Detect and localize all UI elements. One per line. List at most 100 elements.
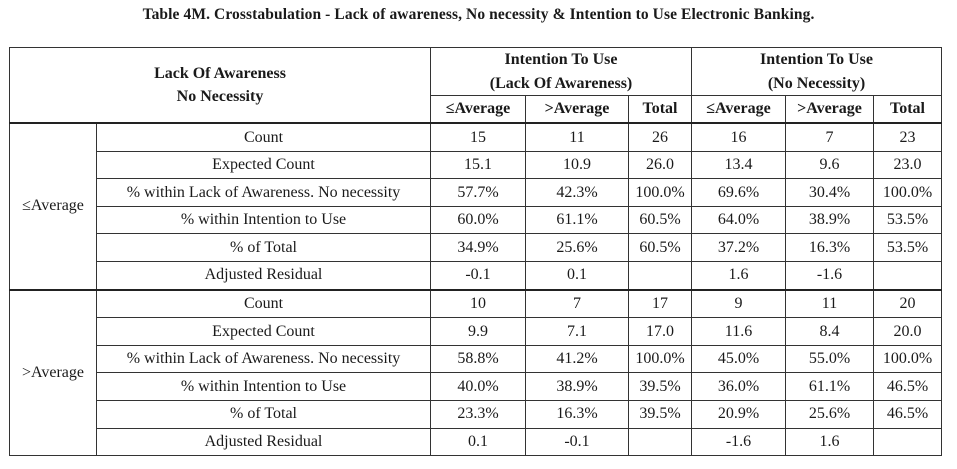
table-row: % of Total 23.3% 16.3% 39.5% 20.9% 25.6% 46.5%	[10, 399, 942, 429]
table-row: Adjusted Residual -0.1 0.1 1.6 -1.6	[10, 260, 942, 291]
row-label: Expected Count	[96, 150, 431, 180]
subcolumn-header: >Average	[785, 95, 874, 124]
column-group-line2: (No Necessity)	[767, 74, 866, 92]
corner-header: Lack Of Awareness No Necessity	[9, 47, 431, 124]
table-cell: 100.0%	[873, 178, 942, 207]
table-cell: 26	[628, 121, 692, 152]
table-cell: 11	[785, 288, 874, 319]
table-cell: 42.3%	[525, 178, 629, 207]
table-cell: 37.2%	[691, 233, 786, 262]
table-row: % of Total 34.9% 25.6% 60.5% 37.2% 16.3% 53.5%	[10, 233, 942, 262]
table-cell: 17	[628, 288, 692, 319]
row-group-label: ≤Average	[9, 122, 97, 291]
table-cell: 64.0%	[691, 205, 786, 235]
table-cell: 40.0%	[430, 372, 526, 401]
table-cell: 55.0%	[785, 344, 874, 374]
table-cell: 7	[525, 288, 629, 319]
table-row: Expected Count 15.1 10.9 26.0 13.4 9.6 23.0	[10, 150, 942, 180]
table-cell: 7.1	[525, 317, 629, 346]
table-cell: 10	[430, 288, 526, 319]
table-cell: 17.0	[628, 317, 692, 346]
table-cell: -0.1	[525, 427, 629, 457]
table-row: % within Intention to Use 40.0% 38.9% 39.5%…	[10, 372, 942, 401]
table-cell: 100.0%	[628, 178, 692, 207]
table-cell: 9.9	[430, 317, 526, 346]
table-cell: 60.5%	[628, 233, 692, 262]
table-cell: 1.6	[691, 260, 786, 291]
row-label: % within Lack of Awareness. No necessity	[96, 344, 431, 374]
table-cell: 60.5%	[628, 205, 692, 235]
table-cell: 30.4%	[785, 178, 874, 207]
subcolumn-header: Total	[873, 95, 942, 124]
table-cell: 16.3%	[785, 233, 874, 262]
table-cell: 36.0%	[691, 372, 786, 401]
table-cell: 13.4	[691, 150, 786, 180]
table-cell: 8.4	[785, 317, 874, 346]
row-group-label: >Average	[9, 288, 97, 457]
subcolumn-header: ≤Average	[691, 95, 786, 124]
table-cell: 100.0%	[628, 344, 692, 374]
row-label: % of Total	[96, 399, 431, 429]
table-cell: 23	[873, 121, 942, 152]
table-cell: 20.9%	[691, 399, 786, 429]
subcolumn-header: Total	[628, 95, 692, 124]
table-cell: 16	[691, 121, 786, 152]
table-cell: 20.0	[873, 317, 942, 346]
table-cell: 100.0%	[873, 344, 942, 374]
table-cell: 15	[430, 121, 526, 152]
table-cell: 9	[691, 288, 786, 319]
table-row: % within Lack of Awareness. No necessity…	[10, 178, 942, 207]
column-group-line1: Intention To Use	[504, 51, 618, 69]
table-cell: 20	[873, 288, 942, 319]
table-cell: 10.9	[525, 150, 629, 180]
subcolumn-header: ≤Average	[430, 95, 526, 124]
table-cell: 61.1%	[785, 372, 874, 401]
table-cell: 41.2%	[525, 344, 629, 374]
column-group-header: Intention To Use (No Necessity)	[691, 47, 942, 96]
table-cell: 16.3%	[525, 399, 629, 429]
table-cell: -0.1	[430, 260, 526, 291]
table-cell: 53.5%	[873, 233, 942, 262]
table-cell: 25.6%	[785, 399, 874, 429]
table-cell: 46.5%	[873, 399, 942, 429]
table-cell: 23.3%	[430, 399, 526, 429]
table-cell: 1.6	[785, 427, 874, 457]
table-cell: 15.1	[430, 150, 526, 180]
column-group-header: Intention To Use (Lack Of Awareness)	[430, 47, 692, 96]
table-cell: 7	[785, 121, 874, 152]
table-title: Table 4M. Crosstabulation - Lack of awar…	[142, 6, 815, 23]
row-label: Adjusted Residual	[96, 260, 431, 291]
corner-line1: Lack Of Awareness	[154, 64, 286, 82]
table-cell: -1.6	[691, 427, 786, 457]
table-cell: 23.0	[873, 150, 942, 180]
table-cell: 26.0	[628, 150, 692, 180]
row-label: % within Lack of Awareness. No necessity	[96, 178, 431, 207]
corner-line2: No Necessity	[176, 88, 264, 105]
table-row: Expected Count 9.9 7.1 17.0 11.6 8.4 20.0	[10, 317, 942, 346]
table-cell: 60.0%	[430, 205, 526, 235]
table-cell: -1.6	[785, 260, 874, 291]
subcolumn-header: >Average	[525, 95, 629, 124]
table-cell: 11	[525, 121, 629, 152]
table-cell: 34.9%	[430, 233, 526, 262]
table-cell: 0.1	[525, 260, 629, 291]
table-row: ≤Average Count 15 11 26 16 7 23	[9, 121, 942, 291]
table-row: Adjusted Residual 0.1 -0.1 -1.6 1.6	[10, 427, 942, 457]
table-cell	[873, 260, 942, 291]
column-group-line1: Intention To Use	[760, 51, 873, 69]
row-label: % within Intention to Use	[96, 205, 431, 235]
table-cell: 25.6%	[525, 233, 629, 262]
table-cell: 61.1%	[525, 205, 629, 235]
table-cell: 38.9%	[785, 205, 874, 235]
table-cell: 53.5%	[873, 205, 942, 235]
row-label: Expected Count	[96, 317, 431, 346]
table-cell	[873, 427, 942, 457]
row-label: % within Intention to Use	[96, 372, 431, 401]
table-cell: 57.7%	[430, 178, 526, 207]
row-label: Count	[96, 121, 431, 152]
table-cell: 9.6	[785, 150, 874, 180]
table-cell: 0.1	[430, 427, 526, 457]
table-row: % within Lack of Awareness. No necessity…	[10, 344, 942, 374]
row-label: % of Total	[96, 233, 431, 262]
row-label: Count	[96, 288, 431, 319]
